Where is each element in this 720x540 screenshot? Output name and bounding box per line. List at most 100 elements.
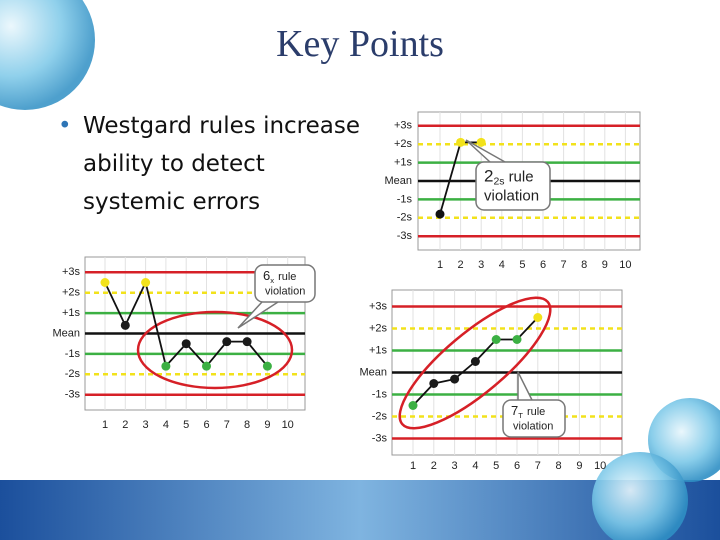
data-point [242, 337, 252, 347]
data-point [141, 278, 151, 287]
data-point [262, 361, 272, 371]
x-tick-label: 5 [519, 259, 525, 271]
x-tick-label: 5 [493, 460, 499, 472]
rule-subscript: T [518, 411, 523, 420]
x-tick-label: 4 [499, 259, 505, 271]
x-tick-label: 4 [472, 460, 478, 472]
callout-box [475, 161, 551, 211]
x-tick-label: 10 [594, 460, 606, 472]
callout-label: violation [513, 421, 553, 433]
y-tick-label: +3s [369, 300, 388, 312]
y-tick-label: -3s [397, 230, 413, 242]
y-tick-label: +2s [62, 287, 81, 299]
x-tick-label: 8 [244, 419, 250, 431]
callout-pointer [465, 139, 506, 163]
x-tick-label: 7 [535, 460, 541, 472]
rule-number: 6 [263, 268, 270, 283]
data-point [450, 374, 460, 384]
data-point [470, 357, 480, 366]
y-tick-label: -2s [372, 410, 388, 422]
rule-number: 2 [484, 167, 493, 186]
y-tick-label: -2s [397, 212, 413, 224]
x-tick-label: 4 [163, 419, 169, 431]
x-tick-label: 7 [561, 259, 567, 271]
rule-word: rule [278, 271, 296, 283]
y-tick-label: +1s [62, 307, 81, 319]
y-tick-label: +2s [369, 322, 388, 334]
x-tick-label: 9 [576, 460, 582, 472]
globe-decoration [592, 452, 688, 540]
data-point [435, 209, 445, 219]
callout-label: violation [265, 286, 305, 298]
callout-label: 22s rule [484, 167, 534, 187]
rule-word: rule [527, 406, 545, 418]
x-tick-label: 2 [431, 460, 437, 472]
highlight-ellipse [398, 296, 552, 430]
x-tick-label: 5 [183, 419, 189, 431]
x-tick-label: 9 [602, 259, 608, 271]
x-tick-label: 3 [143, 419, 149, 431]
rule-word: rule [509, 168, 534, 185]
y-tick-label: -1s [372, 388, 388, 400]
y-tick-label: +3s [62, 266, 81, 278]
callout-label: 7T rule [511, 403, 545, 420]
x-tick-label: 6 [203, 419, 209, 431]
data-point [100, 278, 110, 287]
x-tick-label: 10 [619, 259, 631, 271]
data-point [491, 335, 501, 344]
x-tick-label: 2 [122, 419, 128, 431]
y-tick-label: -3s [65, 389, 81, 401]
bullet-item: • Westgard rules increase ability to dete… [58, 107, 368, 221]
rule-subscript: x [270, 276, 274, 285]
y-tick-label: -1s [65, 348, 81, 360]
x-tick-label: 1 [437, 259, 443, 271]
rule-number: 7 [511, 403, 518, 418]
data-point [476, 137, 486, 147]
y-tick-label: Mean [52, 327, 80, 339]
callout-label: violation [484, 188, 539, 205]
data-point [181, 339, 191, 349]
x-tick-label: 1 [410, 460, 416, 472]
data-point [202, 361, 211, 371]
globe-decoration [0, 0, 95, 110]
data-point [161, 361, 171, 371]
x-tick-label: 10 [282, 419, 294, 431]
data-point [533, 313, 543, 322]
callout-pointer [517, 371, 533, 401]
y-tick-label: +1s [369, 344, 388, 356]
y-tick-label: -2s [65, 368, 81, 380]
y-tick-label: +2s [394, 138, 413, 150]
y-tick-label: Mean [384, 175, 412, 187]
data-point [456, 137, 466, 147]
y-tick-label: +3s [394, 120, 413, 132]
callout-box [254, 264, 316, 303]
x-tick-label: 1 [102, 419, 108, 431]
y-tick-label: -3s [372, 432, 388, 444]
highlight-ellipse [136, 310, 294, 390]
data-point [222, 337, 232, 347]
y-tick-label: Mean [359, 366, 387, 378]
x-tick-label: 3 [452, 460, 458, 472]
y-tick-label: +1s [394, 157, 413, 169]
x-tick-label: 7 [224, 419, 230, 431]
data-point [120, 320, 130, 330]
bullet-text: Westgard rules increase ability to detec… [83, 113, 361, 215]
x-tick-label: 3 [478, 259, 484, 271]
x-tick-label: 9 [264, 419, 270, 431]
data-point [512, 335, 522, 344]
x-tick-label: 8 [581, 259, 587, 271]
x-tick-label: 6 [540, 259, 546, 271]
callout-pointer [237, 301, 279, 329]
x-tick-label: 6 [514, 460, 520, 472]
data-point [408, 401, 418, 410]
y-tick-label: -1s [397, 193, 413, 205]
callout-box [502, 399, 566, 438]
x-tick-label: 2 [458, 259, 464, 271]
slide-title: Key Points [276, 23, 444, 65]
callout-label: 6x rule [263, 268, 296, 285]
data-point [429, 379, 439, 388]
x-tick-label: 8 [556, 460, 562, 472]
